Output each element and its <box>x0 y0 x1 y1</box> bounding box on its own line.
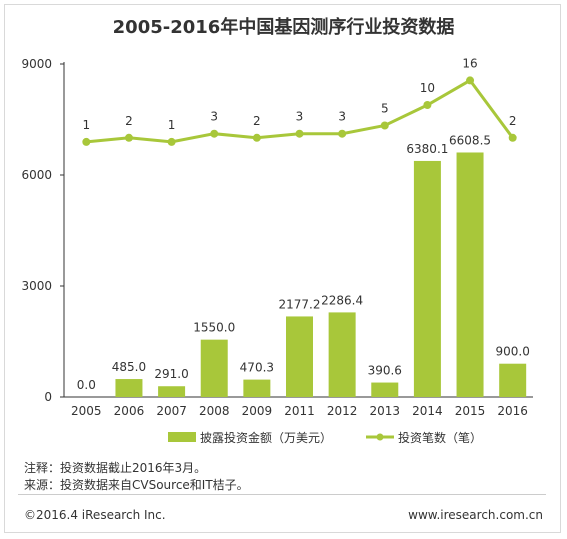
x-tick-label: 2014 <box>412 404 443 418</box>
line-value-label: 3 <box>296 110 304 124</box>
line-value-label: 5 <box>381 102 389 116</box>
x-tick-label: 2015 <box>455 404 486 418</box>
line-point <box>167 137 176 146</box>
y-tick-label: 6000 <box>21 168 52 182</box>
x-tick-label: 2005 <box>71 404 102 418</box>
bar-value-label: 0.0 <box>77 378 96 392</box>
bar-value-label: 6608.5 <box>449 133 491 147</box>
line-point <box>423 101 432 109</box>
bar <box>286 316 313 397</box>
x-tick-label: 2016 <box>497 404 528 418</box>
bar <box>328 312 356 397</box>
legend: 披露投资金额（万美元） 投资笔数（笔） <box>168 430 482 445</box>
line-value-label: 2 <box>125 114 133 128</box>
x-tick-label: 2008 <box>199 404 230 418</box>
line-point <box>252 133 261 142</box>
bar <box>115 379 143 397</box>
line-value-label: 2 <box>253 114 261 128</box>
bar <box>371 382 399 397</box>
bar <box>456 152 484 397</box>
bar-value-label: 485.0 <box>112 360 146 374</box>
y-tick-label: 9000 <box>21 57 52 71</box>
legend-bar-swatch <box>168 432 196 442</box>
legend-bar-label: 披露投资金额（万美元） <box>200 430 332 445</box>
bar <box>413 160 441 397</box>
line-point <box>210 129 219 138</box>
bar-value-label: 2286.4 <box>321 293 363 307</box>
y-axis: 0 3000 6000 9000 <box>21 57 65 404</box>
line-point <box>508 133 517 142</box>
line-point <box>124 133 133 142</box>
bar-value-label: 390.6 <box>368 364 402 378</box>
x-axis: 2005 2006 2007 2008 2009 2011 2012 2013 2014 2015… <box>64 396 533 418</box>
legend-line-label: 投资笔数（笔） <box>398 430 482 445</box>
y-tick-label: 0 <box>44 390 52 404</box>
note-source: 来源：投资数据来自CVSource和IT桔子。 <box>24 478 249 492</box>
line-point <box>338 129 347 138</box>
bar-value-label: 291.0 <box>154 367 188 381</box>
line-data-labels: 1 2 1 3 2 3 3 5 10 16 2 <box>82 56 516 131</box>
legend-line-marker <box>376 433 384 441</box>
line-value-label: 3 <box>210 110 218 124</box>
bar-value-label: 2177.2 <box>279 297 321 311</box>
line-point <box>82 137 91 146</box>
line-point <box>295 129 304 138</box>
bar-value-label: 1550.0 <box>193 321 235 335</box>
bar-data-labels: 0.0 485.0 291.0 1550.0 470.3 2177.2 2286.4 390.… <box>77 133 530 392</box>
footer-website[interactable]: www.iresearch.com.cn <box>408 508 543 522</box>
x-tick-label: 2009 <box>242 404 273 418</box>
line-value-label: 10 <box>420 81 435 95</box>
x-tick-label: 2006 <box>114 404 145 418</box>
x-tick-label: 2007 <box>156 404 187 418</box>
bar <box>200 339 228 397</box>
line-value-label: 3 <box>338 110 346 124</box>
y-tick-label: 3000 <box>21 279 52 293</box>
bar <box>243 379 271 397</box>
line-point <box>380 121 389 130</box>
line-value-label: 16 <box>462 56 477 70</box>
note-annotation: 注释：投资数据截止2016年3月。 <box>24 461 207 475</box>
x-tick-label: 2013 <box>369 404 400 418</box>
line-point <box>466 76 475 85</box>
x-tick-label: 2011 <box>284 404 315 418</box>
bar <box>499 363 527 397</box>
footer-divider <box>18 494 546 495</box>
footer-copyright: ©2016.4 iResearch Inc. <box>24 508 166 522</box>
line-series <box>82 76 517 146</box>
chart-title: 2005-2016年中国基因测序行业投资数据 <box>113 16 455 38</box>
bar-series <box>115 152 527 397</box>
bar-value-label: 900.0 <box>496 345 530 359</box>
line-value-label: 2 <box>509 114 517 128</box>
line-value-label: 1 <box>168 118 176 132</box>
bar <box>158 386 186 397</box>
x-tick-label: 2012 <box>327 404 358 418</box>
bar-value-label: 470.3 <box>240 361 274 375</box>
line-value-label: 1 <box>82 118 90 132</box>
bar-value-label: 6380.1 <box>406 142 448 156</box>
